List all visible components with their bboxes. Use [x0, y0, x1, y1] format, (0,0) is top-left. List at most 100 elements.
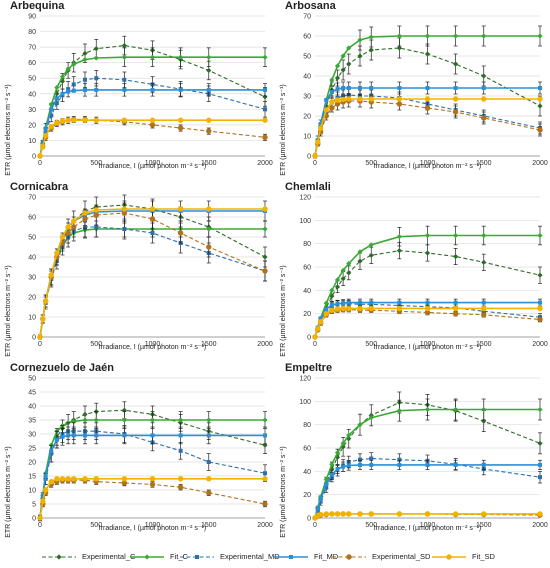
legend-swatch [42, 554, 76, 560]
series-fit-sd [37, 476, 268, 521]
x-tick-label: 1000 [145, 341, 161, 348]
data-point [178, 87, 183, 92]
y-tick-label: 20 [303, 311, 311, 318]
data-point [206, 128, 212, 134]
data-point [346, 432, 352, 438]
y-axis-label: ETR (µmol electrons m⁻² s⁻¹) [2, 422, 14, 562]
data-point [82, 117, 88, 123]
legend-swatch [332, 554, 366, 560]
y-tick-label: 30 [303, 94, 311, 101]
data-point [335, 87, 340, 91]
chart-plot: 0 10 20 30 40 50 60 70 0 500 1000 1500 2000 [303, 14, 548, 168]
data-point [121, 54, 127, 60]
data-point [346, 511, 352, 517]
data-point [262, 501, 268, 507]
y-tick-label: 0 [307, 335, 311, 342]
data-point [424, 511, 431, 517]
data-point [537, 440, 543, 446]
legend-swatch [274, 555, 308, 559]
y-axis-label: ETR (µmol electrons m⁻² s⁻¹) [2, 60, 14, 200]
data-point [335, 301, 340, 306]
data-point [93, 46, 99, 52]
x-tick-label: 2000 [532, 522, 548, 529]
data-point [323, 103, 329, 109]
data-point [315, 139, 321, 145]
panel-cornicabra: Cornicabra ETR (µmol electrons m⁻² s⁻¹) … [0, 181, 275, 362]
data-point [424, 96, 431, 102]
data-point [340, 440, 346, 446]
x-axis-label: Irradiance, I (µmol photon m⁻² s⁻¹) [98, 344, 207, 351]
data-point [40, 498, 46, 504]
data-point [357, 96, 363, 102]
data-point [71, 117, 77, 123]
data-point [323, 300, 329, 306]
y-tick-label: 80 [28, 29, 36, 36]
data-point [263, 471, 267, 476]
y-tick-label: 40 [28, 404, 36, 411]
data-point [334, 75, 341, 81]
data-point [396, 96, 403, 102]
data-point [341, 301, 346, 306]
y-tick-label: 50 [28, 76, 36, 83]
data-point [65, 117, 71, 123]
data-point [453, 33, 459, 39]
series-fit-sd [312, 511, 543, 521]
y-tick-label: 0 [32, 516, 36, 523]
data-point [481, 232, 487, 239]
data-point [481, 33, 487, 39]
panel-title: Arbosana [285, 0, 336, 12]
data-point [262, 54, 268, 60]
x-tick-label: 1000 [420, 522, 436, 529]
data-point [368, 47, 374, 53]
x-tick-label: 2000 [532, 341, 548, 348]
data-point [369, 86, 374, 90]
data-point [324, 485, 329, 490]
data-point [54, 96, 59, 101]
x-tick-label: 1500 [201, 341, 217, 348]
x-tick-label: 0 [313, 341, 317, 348]
data-point [329, 307, 335, 313]
data-point [71, 88, 76, 93]
series-fit-md [313, 459, 542, 520]
legend-swatch [130, 554, 164, 560]
data-point [177, 230, 184, 236]
y-tick-label: 0 [32, 335, 36, 342]
x-axis-label: Irradiance, I (µmol photon m⁻² s⁻¹) [373, 525, 482, 532]
y-tick-label: 100 [299, 218, 311, 225]
data-point [262, 117, 268, 123]
data-point [396, 45, 402, 51]
chart-plot: 0 20 40 60 80 100 120 0 500 1000 1500 2000 [299, 376, 548, 530]
y-tick-label: 15 [28, 474, 36, 481]
data-point [177, 125, 184, 131]
data-point [481, 418, 487, 424]
data-point [206, 244, 212, 250]
data-point [60, 91, 65, 96]
data-point [346, 45, 352, 51]
x-tick-label: 2000 [257, 160, 273, 167]
series-line [39, 204, 266, 338]
data-point [93, 117, 99, 123]
data-point [122, 87, 127, 92]
data-point [54, 437, 59, 442]
data-point [94, 225, 99, 229]
series-experimental-sd [37, 477, 268, 521]
data-point [340, 67, 346, 73]
data-point [481, 96, 487, 102]
y-axis-label-text: ETR (µmol electrons m⁻² s⁻¹) [5, 446, 12, 538]
data-point [289, 555, 293, 559]
data-point [195, 555, 199, 559]
y-tick-label: 100 [299, 399, 311, 406]
y-axis-label: ETR (µmol electrons m⁻² s⁻¹) [277, 60, 289, 200]
data-point [424, 305, 431, 312]
data-point [59, 74, 66, 80]
x-tick-label: 0 [38, 341, 42, 348]
y-tick-label: 60 [28, 60, 36, 67]
y-tick-label: 10 [28, 138, 36, 145]
data-point [357, 422, 363, 428]
data-point [121, 206, 128, 212]
data-point [334, 450, 341, 456]
data-point [71, 433, 76, 438]
y-tick-label: 5 [32, 502, 36, 509]
data-point [340, 511, 346, 517]
y-tick-label: 30 [28, 107, 36, 114]
